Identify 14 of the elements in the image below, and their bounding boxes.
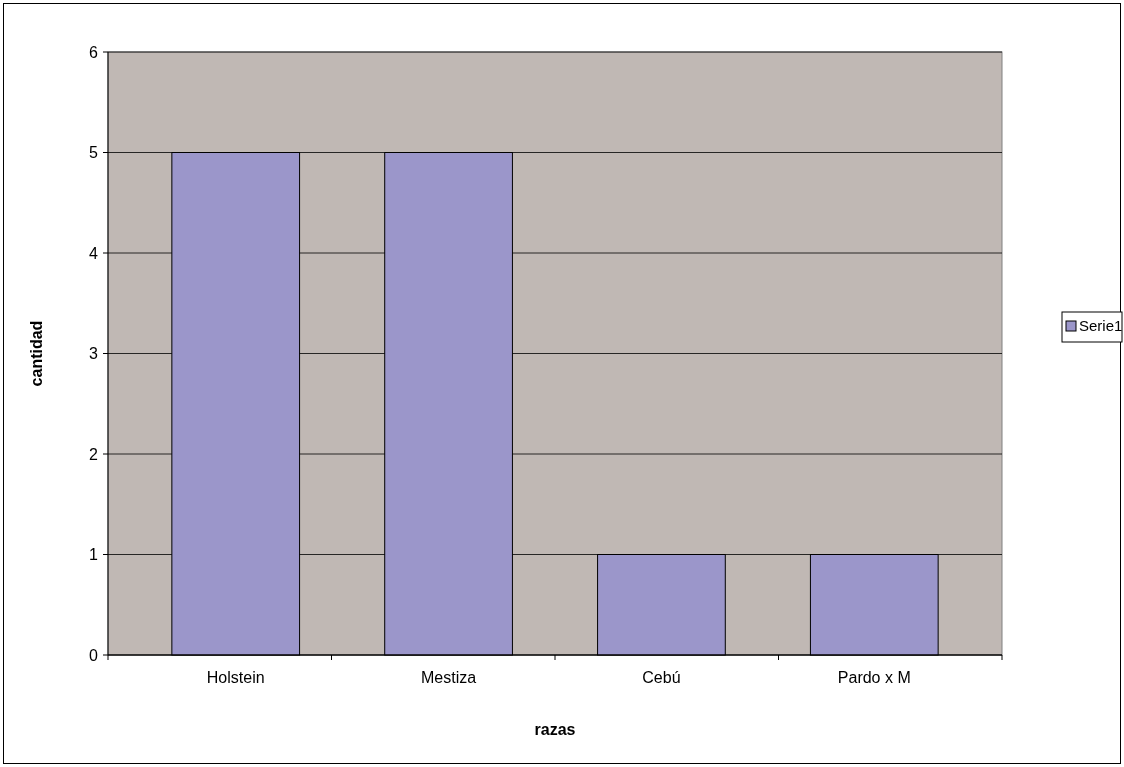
x-axis-title: razas [534, 721, 576, 738]
x-tick-label: Holstein [206, 669, 265, 686]
x-tick-label: Mestiza [421, 669, 477, 686]
y-tick-label: 6 [89, 43, 99, 61]
y-axis-title: cantidad [28, 320, 45, 387]
x-tick-label: Cebú [642, 669, 681, 686]
y-tick-label: 4 [89, 244, 99, 262]
y-tick-label: 3 [89, 345, 99, 363]
y-tick-label: 2 [89, 445, 99, 463]
legend-label: Serie1 [1079, 317, 1123, 335]
x-tick-label: Pardo x M [837, 669, 911, 686]
y-tick-label: 0 [89, 646, 99, 664]
y-tick-label: 1 [89, 546, 99, 564]
y-tick-label: 5 [89, 144, 99, 162]
